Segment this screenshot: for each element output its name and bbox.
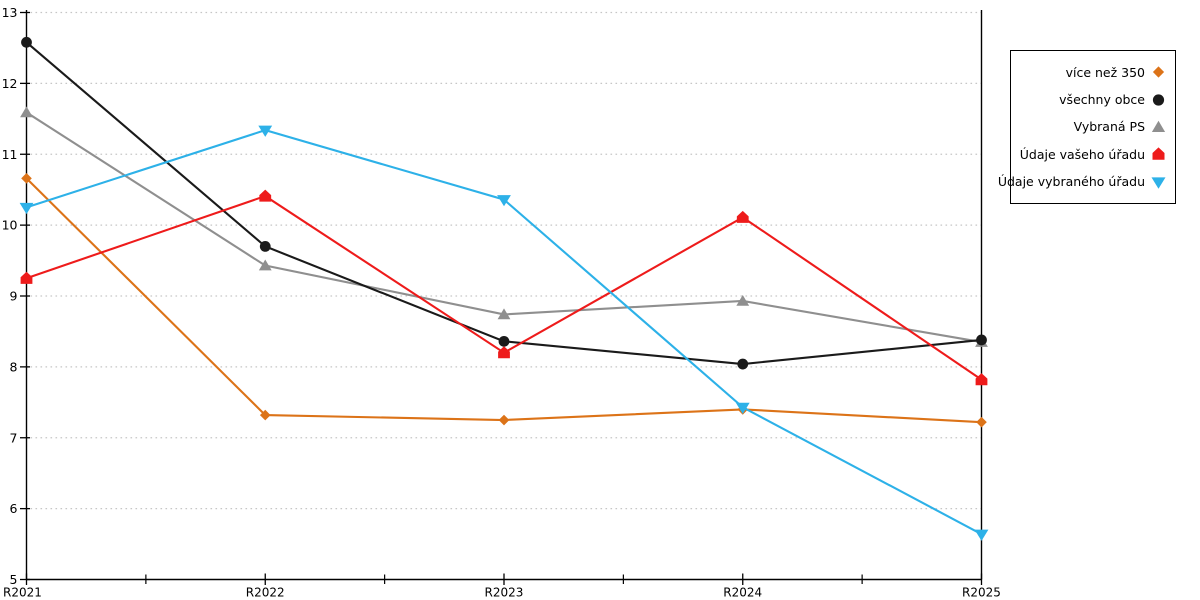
legend-label: Údaje vybraného úřadu (997, 174, 1145, 190)
series-marker-5 (19, 202, 34, 215)
y-tick-label: 12 (2, 76, 18, 91)
series-marker-2 (737, 358, 749, 370)
series-marker-2 (498, 335, 510, 347)
series-marker-4 (259, 189, 272, 202)
y-tick-label: 11 (2, 147, 18, 162)
legend-marker-shape (1152, 147, 1165, 161)
series-line-5 (26, 129, 982, 536)
series-marker-5 (974, 529, 989, 541)
x-tick-label: R2021 (3, 586, 42, 600)
y-tick-label: 13 (2, 5, 18, 20)
x-tick-label: R2023 (485, 586, 524, 600)
series-marker-5 (735, 402, 750, 414)
series-marker-4 (975, 373, 988, 386)
series-marker-4 (736, 210, 749, 223)
legend-item-4: Údaje vašeho úřadu (1020, 146, 1167, 162)
legend-item-5: Údaje vybraného úřadu (998, 174, 1167, 190)
x-tick-label: R2022 (246, 586, 285, 600)
x-tick-label: R2025 (962, 586, 1001, 600)
legend-label: všechny obce (1059, 92, 1145, 108)
legend-item-1: více než 350 (1066, 64, 1167, 80)
legend-marker-shape (1152, 66, 1165, 78)
legend-label: Vybraná PS (1073, 119, 1145, 135)
series-marker-4 (498, 346, 510, 359)
series-marker-3 (736, 294, 750, 306)
series-marker-1 (259, 409, 271, 421)
y-tick-label: 6 (10, 501, 18, 516)
diamond-icon (1152, 66, 1165, 78)
series-marker-2 (976, 334, 987, 346)
legend-marker-shape (1151, 120, 1166, 132)
series-marker-1 (498, 414, 510, 426)
series-marker-3 (258, 259, 272, 271)
series-marker-3 (20, 106, 33, 118)
series-marker-5 (497, 195, 511, 207)
x-tick-label: R2024 (723, 586, 762, 600)
y-tick-label: 9 (10, 289, 18, 304)
triangle-up-icon (1151, 120, 1166, 132)
y-tick-label: 8 (10, 359, 18, 374)
series-marker-5 (258, 125, 273, 137)
circle-icon (1152, 94, 1165, 106)
series-line-1 (25, 177, 982, 424)
legend-label: Údaje vašeho úřadu (1019, 146, 1145, 162)
y-tick-label: 7 (10, 430, 18, 445)
series-marker-3 (497, 308, 511, 320)
series-marker-2 (259, 240, 271, 252)
legend-marker-shape (1151, 177, 1166, 189)
triangle-down-icon (1151, 177, 1166, 189)
y-tick-label: 10 (2, 218, 18, 233)
series-line-3 (25, 111, 982, 344)
legend-label: více než 350 (1065, 64, 1145, 80)
legend-item-2: všechny obce (1059, 92, 1167, 108)
legend-marker-shape (1152, 94, 1165, 106)
legend-item-3: Vybraná PS (1074, 119, 1167, 135)
house-icon (1152, 147, 1165, 161)
series-marker-4 (20, 271, 33, 284)
series-marker-2 (21, 36, 32, 48)
y-tick-label: 5 (10, 572, 18, 587)
series-marker-1 (21, 173, 32, 184)
legend: více než 350 všechny obce Vybraná PS Údaje … (998, 50, 1176, 204)
series-marker-1 (976, 416, 987, 428)
